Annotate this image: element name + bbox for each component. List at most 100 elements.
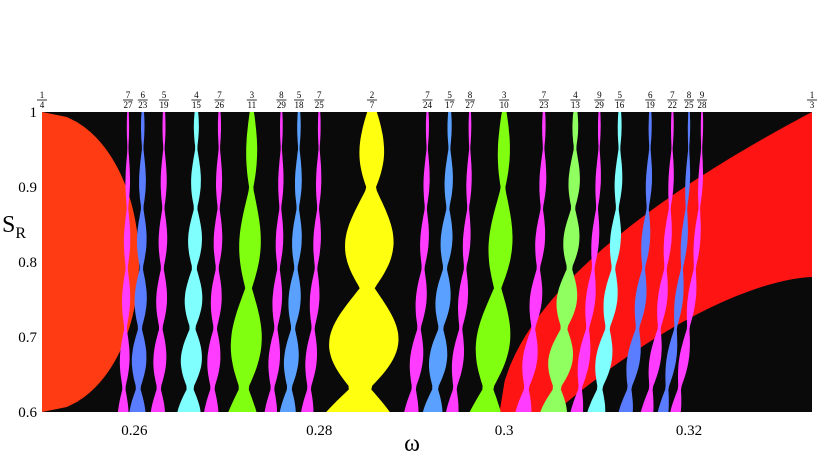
tongue-label-9-29: 929: [594, 90, 605, 110]
tongue-7-23: [515, 112, 547, 412]
tongue-label-denominator: 17: [445, 100, 455, 110]
tongue-2-7: [326, 112, 399, 412]
tongue-7-22: [640, 112, 674, 412]
tongue-label-denominator: 28: [698, 100, 708, 110]
y-tick-label: 0.8: [18, 255, 37, 271]
tongue-layer: [117, 112, 704, 412]
tongue-label-denominator: 29: [595, 100, 605, 110]
tongue-label-numerator: 5: [162, 90, 167, 100]
tongue-7-26: [204, 112, 223, 412]
tongue-label-4-15: 415: [191, 90, 202, 110]
tongue-label-numerator: 8: [279, 90, 284, 100]
region-layer: [42, 112, 812, 412]
tongue-label-denominator: 11: [247, 100, 256, 110]
tongue-8-29: [264, 112, 284, 412]
tongue-label-denominator: 27: [465, 100, 475, 110]
tongue-7-25: [301, 112, 322, 412]
tongue-label-numerator: 8: [687, 90, 692, 100]
tongue-label-5-17: 517: [444, 90, 455, 110]
tongue-label-numerator: 7: [317, 90, 322, 100]
tongue-label-5-19: 519: [159, 90, 170, 110]
tongue-label-denominator: 24: [423, 100, 433, 110]
x-tick-label: 0.26: [121, 423, 148, 439]
tongue-label-denominator: 23: [138, 100, 148, 110]
tongue-label-3-10: 310: [499, 90, 510, 110]
y-tick-label: 0.7: [18, 330, 37, 346]
tongue-label-numerator: 4: [194, 90, 199, 100]
x-axis-ticks: 0.26 0.28 0.3 0.32: [121, 423, 702, 439]
tongue-label-numerator: 9: [700, 90, 705, 100]
tongue-label-denominator: 15: [192, 100, 202, 110]
tongue-7-24: [404, 112, 430, 412]
tongue-label-denominator: 16: [615, 100, 625, 110]
tongue-label-denominator: 19: [646, 100, 656, 110]
tongue-label-denominator: 27: [123, 100, 133, 110]
tongue-3-11: [228, 112, 262, 412]
tongue-6-23: [129, 112, 147, 412]
tongue-label-denominator: 3: [810, 100, 815, 110]
tongue-label-1-3: 13: [807, 90, 817, 110]
tongue-5-19: [150, 112, 168, 412]
tongue-label-numerator: 5: [447, 90, 452, 100]
tongue-label-denominator: 26: [215, 100, 225, 110]
y-tick-label: 0.9: [18, 180, 37, 196]
tongue-label-numerator: 2: [370, 90, 375, 100]
tongue-6-19: [618, 112, 652, 412]
tongue-label-7-26: 726: [214, 90, 225, 110]
tongue-label-denominator: 7: [370, 100, 375, 110]
y-tick-label: 1: [30, 105, 38, 121]
tongue-4-15: [177, 112, 203, 412]
tongue-label-numerator: 1: [40, 90, 45, 100]
left-locked-region: [42, 112, 140, 412]
tongue-9-28: [670, 112, 704, 412]
tongue-label-7-25: 725: [314, 90, 325, 110]
x-axis-label: ω: [404, 431, 420, 457]
tongue-5-16: [587, 112, 623, 412]
tongue-label-numerator: 3: [250, 90, 255, 100]
tongue-label-denominator: 22: [668, 100, 677, 110]
tongue-label-numerator: 6: [648, 90, 653, 100]
tongue-label-4-13: 413: [570, 90, 581, 110]
tongue-label-denominator: 13: [571, 100, 581, 110]
tongue-fraction-labels: 1472762351941572631182951872527724517827…: [37, 90, 817, 110]
tongue-label-numerator: 6: [141, 90, 146, 100]
tongue-label-numerator: 7: [425, 90, 430, 100]
right-locked-region: [499, 112, 812, 412]
tongue-label-5-18: 518: [293, 90, 304, 110]
x-tick-label: 0.28: [306, 423, 332, 439]
tongue-label-numerator: 9: [597, 90, 602, 100]
tongue-4-13: [540, 112, 580, 412]
tongue-label-denominator: 4: [40, 100, 45, 110]
tongue-label-5-16: 516: [614, 90, 625, 110]
y-axis-label-main: S: [2, 212, 15, 238]
tongue-8-25: [657, 112, 691, 412]
tongue-label-numerator: 7: [126, 90, 131, 100]
tongue-label-3-11: 311: [246, 90, 257, 110]
tongue-label-9-28: 928: [697, 90, 707, 110]
tongue-label-7-27: 727: [122, 90, 133, 110]
tongue-label-denominator: 29: [277, 100, 287, 110]
tongue-label-7-23: 723: [538, 90, 549, 110]
tongue-label-denominator: 23: [539, 100, 549, 110]
tongue-label-denominator: 18: [294, 100, 304, 110]
tongue-label-1-4: 14: [37, 90, 47, 110]
y-axis-label: SR: [2, 212, 26, 242]
tongue-label-numerator: 8: [468, 90, 473, 100]
tongue-5-18: [279, 112, 302, 412]
tongue-label-6-19: 619: [645, 90, 656, 110]
tongue-label-numerator: 7: [542, 90, 547, 100]
y-axis-label-sub: R: [15, 225, 26, 242]
tongue-label-8-29: 829: [276, 90, 287, 110]
tongue-label-8-27: 827: [464, 90, 475, 110]
tongue-label-7-22: 722: [667, 90, 678, 110]
tongue-label-denominator: 10: [500, 100, 510, 110]
tongue-label-numerator: 5: [617, 90, 622, 100]
tongue-label-numerator: 1: [810, 90, 815, 100]
tongue-label-7-24: 724: [422, 90, 433, 110]
tongue-9-29: [570, 112, 601, 412]
tongue-label-numerator: 5: [297, 90, 302, 100]
tongue-label-numerator: 4: [573, 90, 578, 100]
tongue-label-numerator: 3: [502, 90, 507, 100]
tongue-7-27: [117, 112, 131, 412]
